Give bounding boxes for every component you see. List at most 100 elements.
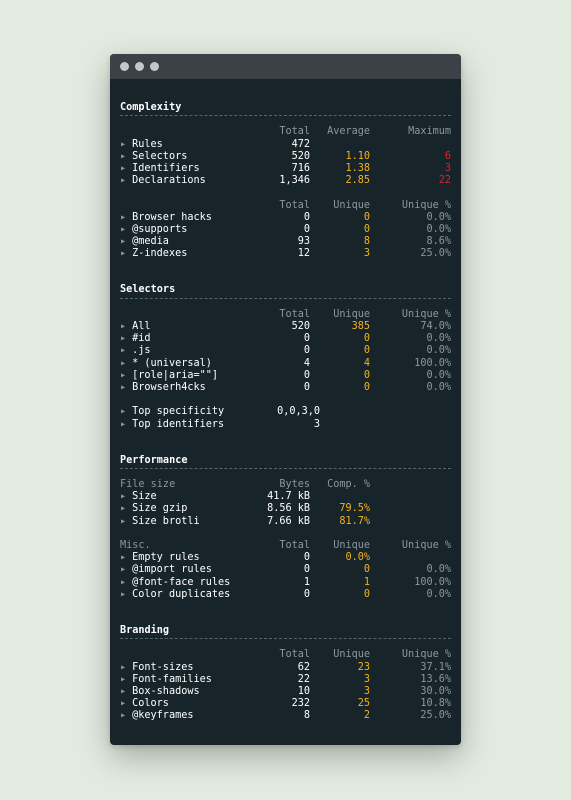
unique-pct-value: 0.0%	[426, 223, 451, 235]
arrow-icon: ▸	[120, 162, 127, 174]
row-label-cell: ▸ Size gzip	[120, 503, 260, 515]
unique-pct-value: 25.0%	[420, 248, 451, 260]
unique-pct-value: 100.0%	[414, 576, 451, 588]
table-row: ▸ @import rules 0 0 0.0%	[120, 564, 451, 576]
unique-pct-value	[370, 552, 451, 564]
section-title: Selectors	[120, 284, 176, 296]
total-value: 472	[291, 138, 310, 150]
row-label: Top specificity	[132, 406, 225, 418]
arrow-icon: ▸	[120, 503, 127, 515]
row-label-cell: ▸ Color duplicates	[120, 589, 260, 601]
window-maximize-dot[interactable]	[150, 62, 159, 71]
unique-pct-value: 74.0%	[420, 321, 451, 332]
unique-pct-value: 37.1%	[420, 661, 451, 673]
row-label: @import rules	[132, 564, 212, 576]
table-row: ▸ Size 41.7 kB	[120, 491, 451, 503]
unique-value: 0	[363, 211, 370, 223]
table-header: File size Bytes Comp. %	[120, 479, 451, 491]
total-value: 232	[291, 698, 310, 710]
unique-value: 3	[363, 673, 370, 685]
arrow-icon: ▸	[120, 357, 127, 369]
row-label: Font-families	[132, 673, 212, 685]
total-value: 716	[291, 162, 310, 174]
total-value: 0	[303, 345, 310, 357]
performance-section: Performance File size Bytes Comp. % ▸ Siz…	[120, 455, 451, 601]
title-bar	[110, 54, 461, 79]
header-average: Average	[327, 126, 370, 138]
table-header: Total Unique Unique %	[120, 649, 451, 661]
table-row: ▸ .js 0 0 0.0%	[120, 345, 451, 357]
header-total: Total	[279, 649, 310, 661]
branding-section: Branding Total Unique Unique % ▸ Font-siz…	[120, 625, 451, 723]
row-label-cell: ▸ @font-face rules	[120, 577, 260, 589]
comp-pct-value	[310, 491, 370, 503]
header-unique: Unique	[333, 649, 370, 661]
unique-value: 0.0%	[345, 552, 370, 564]
row-label: Size brotli	[132, 515, 200, 527]
table-row: ▸ Font-families 22 3 13.6%	[120, 674, 451, 686]
arrow-icon: ▸	[120, 369, 127, 381]
header-bytes: Bytes	[279, 479, 310, 491]
header-total: Total	[279, 126, 310, 138]
header-total: Total	[279, 199, 310, 211]
table-row: ▸ Rules 472	[120, 139, 451, 151]
bytes-value: 8.56 kB	[267, 503, 310, 515]
total-value: 0	[303, 588, 310, 600]
arrow-icon: ▸	[120, 515, 127, 527]
unique-value: 385	[351, 321, 370, 332]
unique-value: 3	[363, 685, 370, 697]
arrow-icon: ▸	[120, 345, 127, 357]
average-value: 2.85	[345, 175, 370, 187]
header-comp-pct: Comp. %	[327, 479, 370, 491]
arrow-icon: ▸	[120, 248, 127, 260]
window-close-dot[interactable]	[120, 62, 129, 71]
terminal-window: Complexity Total Average Maximum ▸ Rules 4…	[110, 54, 461, 745]
total-value: 520	[291, 321, 310, 332]
unique-pct-value: 0.0%	[426, 564, 451, 576]
arrow-icon: ▸	[120, 211, 127, 223]
row-label-cell: ▸ Declarations	[120, 175, 260, 187]
arrow-icon: ▸	[120, 552, 127, 564]
table-row: ▸ Top identifiers 3	[120, 419, 451, 431]
row-label: * (universal)	[132, 357, 212, 369]
row-label: Identifiers	[132, 162, 200, 174]
header-file-size: File size	[120, 479, 176, 491]
divider	[120, 114, 451, 126]
arrow-icon: ▸	[120, 673, 127, 685]
header-unique-pct: Unique %	[401, 649, 451, 661]
row-value: 3	[313, 418, 320, 430]
row-label-cell: ▸ #id	[120, 333, 260, 345]
window-minimize-dot[interactable]	[135, 62, 144, 71]
header-misc: Misc.	[120, 540, 151, 551]
row-label: .js	[132, 345, 151, 357]
row-label-cell: ▸ Z-indexes	[120, 248, 260, 260]
table-row: ▸ Top specificity 0,0,3,0	[120, 406, 451, 418]
row-label: @keyframes	[132, 710, 194, 722]
row-label: @supports	[132, 223, 188, 235]
total-value: 0	[303, 211, 310, 223]
total-value: 0	[303, 369, 310, 381]
table-row: ▸ Font-sizes 62 23 37.1%	[120, 662, 451, 674]
arrow-icon: ▸	[120, 661, 127, 673]
row-label: Rules	[132, 138, 163, 150]
comp-pct-value: 79.5%	[339, 503, 370, 515]
row-label-cell: ▸ Rules	[120, 139, 260, 151]
row-label-cell: ▸ @supports	[120, 224, 260, 236]
header-unique-pct: Unique %	[401, 199, 451, 211]
row-label-cell: ▸ Font-families	[120, 674, 260, 686]
table-row: ▸ [role|aria=""] 0 0 0.0%	[120, 370, 451, 382]
arrow-icon: ▸	[120, 698, 127, 710]
row-label: All	[132, 321, 151, 332]
row-label-cell: ▸ Top specificity	[120, 406, 260, 418]
table-row: ▸ Z-indexes 12 3 25.0%	[120, 248, 451, 260]
table-row: ▸ Selectors 520 1.10 6	[120, 151, 451, 163]
table-header: Misc. Total Unique Unique %	[120, 540, 451, 552]
unique-value: 2	[363, 710, 370, 722]
arrow-icon: ▸	[120, 333, 127, 345]
table-header: Total Unique Unique %	[120, 200, 451, 212]
table-row: ▸ All 520 385 74.0%	[120, 321, 451, 333]
row-label-cell: ▸ All	[120, 321, 260, 333]
row-label-cell: ▸ @import rules	[120, 564, 260, 576]
unique-pct-value: 10.8%	[420, 698, 451, 710]
header-total: Total	[279, 540, 310, 551]
